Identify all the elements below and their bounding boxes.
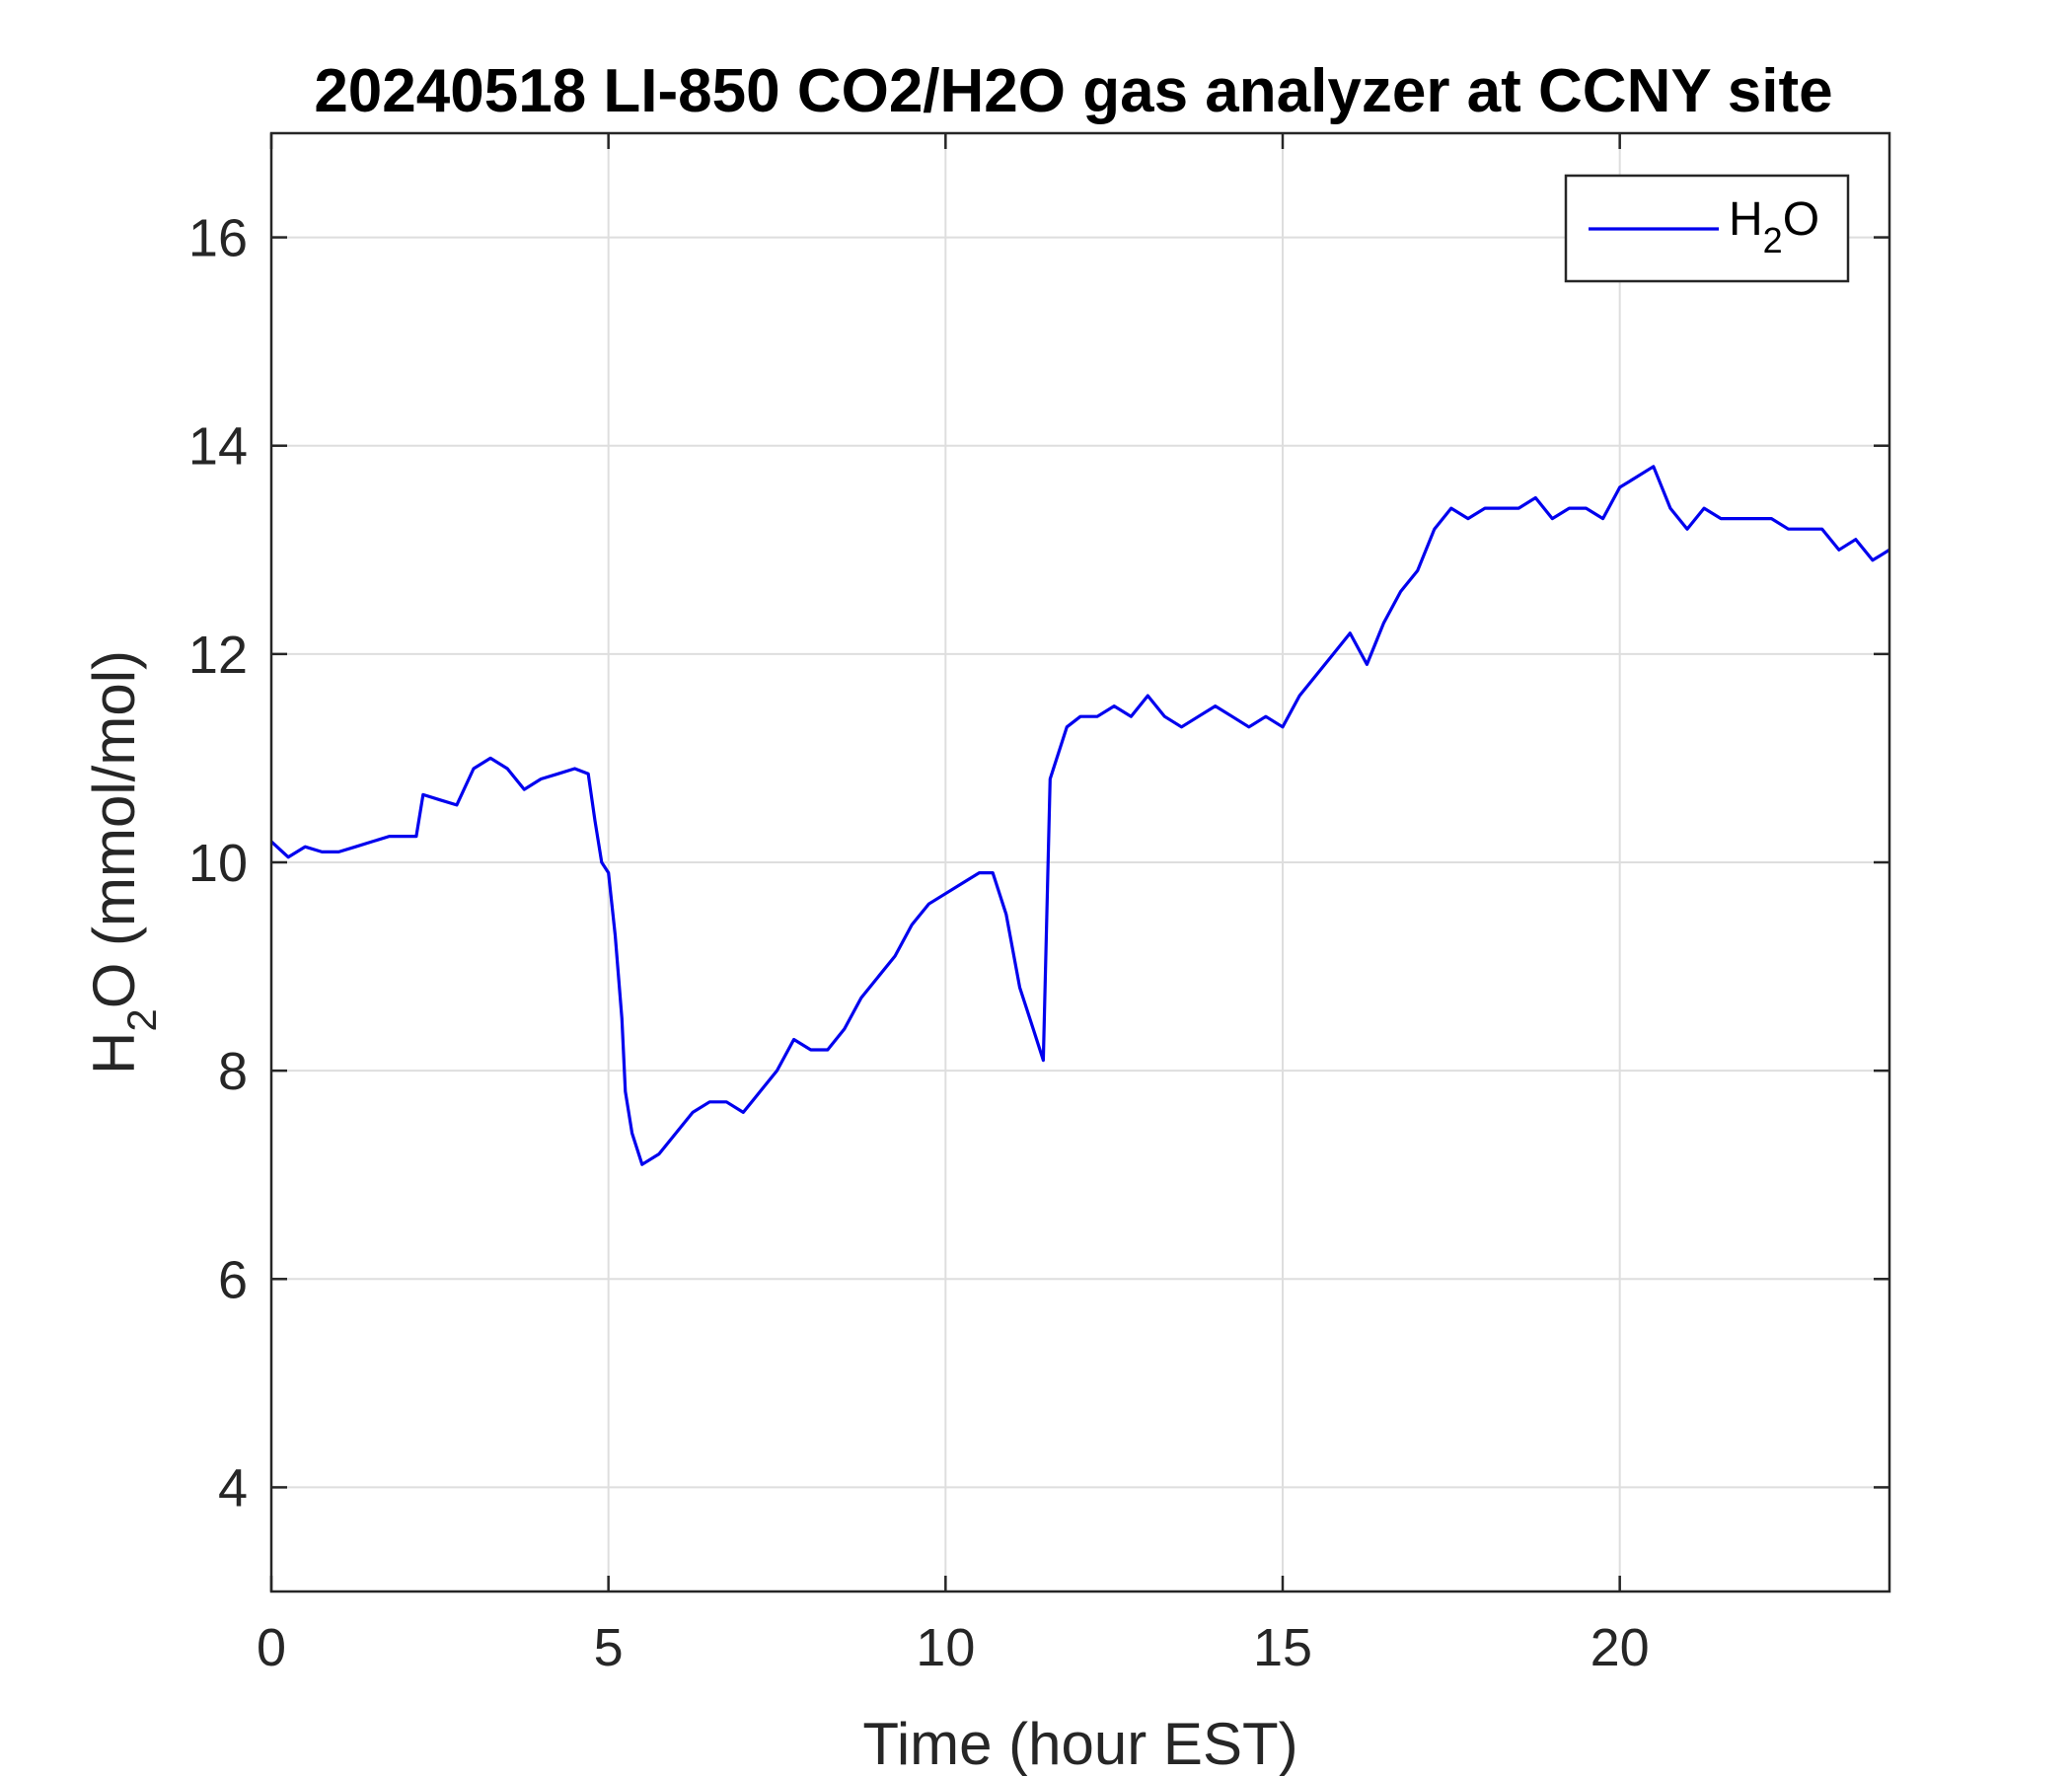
series-line-h2o <box>269 465 1890 1166</box>
x-axis-title: Time (hour EST) <box>862 1711 1297 1776</box>
x-tick-label: 15 <box>1253 1618 1312 1677</box>
x-tick-label: 5 <box>594 1618 624 1677</box>
y-tick-labels: 4 6 8 10 12 14 16 <box>188 209 248 1518</box>
axis-ticks <box>269 133 1889 1591</box>
chart-title: 20240518 LI-850 CO2/H2O gas analyzer at … <box>314 57 1832 125</box>
y-tick-label: 14 <box>188 417 248 477</box>
y-tick-label: 10 <box>188 834 248 893</box>
legend-label-rest: O <box>1783 193 1819 246</box>
x-tick-label: 10 <box>916 1618 975 1677</box>
y-axis-title-rest: O (mmol/mol) <box>81 650 147 1008</box>
legend-label-main: H <box>1729 193 1763 246</box>
x-tick-label: 20 <box>1591 1618 1650 1677</box>
y-axis-title-sub: 2 <box>118 1008 165 1031</box>
y-tick-label: 16 <box>188 209 248 268</box>
y-axis-title-main: H <box>81 1032 147 1074</box>
legend-label-sub: 2 <box>1763 220 1783 260</box>
legend: H2O <box>1564 174 1850 283</box>
y-tick-label: 12 <box>188 626 248 685</box>
y-tick-label: 8 <box>218 1042 248 1101</box>
data-series-h2o <box>269 465 1890 1166</box>
y-axis-title: H2O (mmol/mol) <box>81 650 165 1074</box>
y-tick-label: 6 <box>218 1250 248 1309</box>
legend-label-h2o: H2O <box>1729 193 1819 260</box>
x-tick-labels: 0 5 10 15 20 <box>257 1618 1650 1677</box>
grid <box>270 133 1889 1591</box>
x-tick-label: 0 <box>257 1618 286 1677</box>
y-tick-label: 4 <box>218 1458 248 1517</box>
